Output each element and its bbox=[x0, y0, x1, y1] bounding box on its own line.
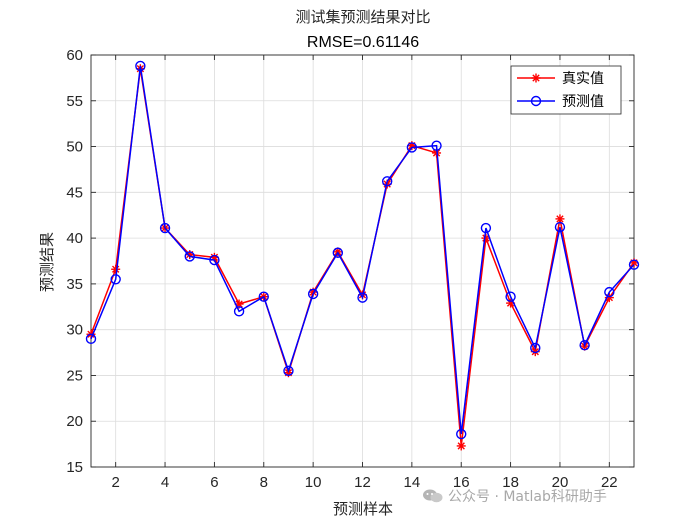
data-point bbox=[628, 259, 640, 270]
data-point bbox=[135, 60, 146, 72]
data-point bbox=[110, 274, 121, 285]
data-point bbox=[184, 251, 195, 262]
y-tick-label: 25 bbox=[66, 367, 83, 384]
data-point bbox=[381, 176, 393, 187]
legend-marker bbox=[530, 95, 542, 107]
data-point bbox=[307, 288, 319, 300]
x-tick-label: 4 bbox=[161, 474, 169, 491]
y-axis-label: 预测结果 bbox=[38, 232, 56, 292]
data-point bbox=[406, 142, 418, 153]
data-point bbox=[456, 428, 467, 440]
series-2 bbox=[85, 60, 640, 440]
data-point bbox=[233, 306, 245, 317]
x-tick-label: 22 bbox=[601, 474, 618, 491]
data-point bbox=[530, 342, 541, 354]
data-point bbox=[579, 340, 590, 351]
watermark: 公众号 · Matlab科研助手 bbox=[422, 486, 607, 506]
data-point bbox=[159, 222, 171, 234]
data-point bbox=[604, 286, 615, 298]
y-tick-label: 55 bbox=[66, 93, 83, 110]
data-point bbox=[111, 264, 121, 274]
watermark-text: 公众号 · Matlab科研助手 bbox=[448, 489, 607, 505]
data-point bbox=[555, 214, 565, 224]
x-axis-label: 预测样本 bbox=[333, 500, 393, 518]
y-tick-label: 45 bbox=[66, 184, 83, 201]
data-point bbox=[456, 441, 466, 451]
y-tick-label: 50 bbox=[66, 139, 83, 156]
x-tick-label: 18 bbox=[502, 474, 519, 491]
legend-box bbox=[510, 65, 622, 115]
data-point bbox=[554, 221, 566, 233]
y-tick-label: 35 bbox=[66, 276, 83, 293]
legend-label: 预测值 bbox=[562, 94, 604, 110]
x-tick-label: 2 bbox=[112, 474, 120, 491]
x-tick-label: 6 bbox=[210, 474, 218, 491]
data-point bbox=[258, 291, 269, 302]
data-point bbox=[283, 365, 294, 377]
x-tick-label: 10 bbox=[305, 474, 322, 491]
data-point bbox=[480, 222, 492, 234]
data-point bbox=[209, 254, 220, 266]
chart-subtitle: RMSE=0.61146 bbox=[307, 34, 419, 51]
x-tick-label: 14 bbox=[404, 474, 421, 491]
data-point bbox=[431, 140, 442, 151]
series-line bbox=[90, 65, 635, 435]
legend-marker bbox=[531, 73, 541, 83]
y-tick-label: 60 bbox=[66, 47, 83, 64]
data-point bbox=[604, 293, 614, 303]
wechat-icon bbox=[422, 489, 444, 503]
data-point bbox=[357, 292, 368, 303]
x-tick-label: 16 bbox=[453, 474, 470, 491]
y-tick-label: 20 bbox=[66, 413, 83, 430]
x-tick-label: 12 bbox=[354, 474, 371, 491]
y-tick-label: 30 bbox=[66, 322, 83, 339]
chart-title: 测试集预测结果对比 bbox=[295, 8, 430, 26]
y-tick-label: 15 bbox=[66, 459, 83, 476]
x-tick-label: 20 bbox=[552, 474, 569, 491]
series bbox=[85, 60, 640, 451]
y-tick-label: 40 bbox=[66, 230, 83, 247]
data-point bbox=[505, 291, 516, 302]
data-point bbox=[332, 247, 344, 258]
x-tick-label: 8 bbox=[260, 474, 268, 491]
tick-labels: 2 4 6 8 10 12 14 16 18 20 22 15 20 25 30 35 40 45 50 55 60 bbox=[66, 47, 617, 491]
data-point bbox=[85, 333, 97, 345]
legend-label: 真实值 bbox=[562, 71, 604, 87]
